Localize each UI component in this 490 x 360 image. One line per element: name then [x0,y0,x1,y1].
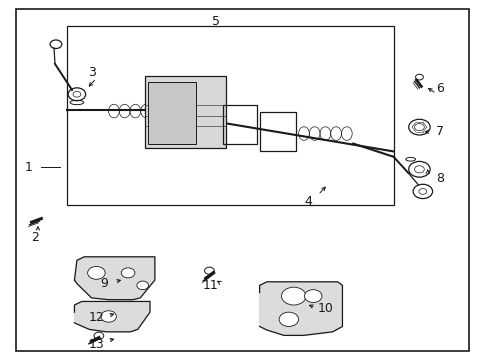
Text: 5: 5 [212,14,220,27]
Circle shape [279,312,298,327]
Circle shape [413,184,433,199]
Circle shape [101,311,116,322]
Polygon shape [260,282,343,336]
Bar [147,82,196,144]
Circle shape [121,268,135,278]
Bar [223,105,257,144]
Text: 1: 1 [24,161,32,174]
Text: 7: 7 [436,125,444,138]
Text: 10: 10 [318,302,333,315]
Circle shape [137,281,148,290]
Circle shape [282,287,306,305]
Text: 12: 12 [89,311,104,324]
Circle shape [68,88,86,101]
Bar [260,112,296,152]
Text: 3: 3 [88,66,96,79]
Text: 9: 9 [100,277,108,290]
Circle shape [409,119,430,135]
Text: 4: 4 [304,195,312,208]
Circle shape [409,161,430,177]
Text: 6: 6 [436,82,444,95]
Circle shape [304,290,322,302]
Polygon shape [74,301,150,332]
Text: 13: 13 [89,338,104,351]
Polygon shape [74,257,155,300]
Text: 2: 2 [31,231,39,244]
Text: 8: 8 [436,172,444,185]
Bar [145,76,225,148]
Circle shape [88,266,105,279]
Text: 11: 11 [203,279,219,292]
Bar [67,26,393,205]
